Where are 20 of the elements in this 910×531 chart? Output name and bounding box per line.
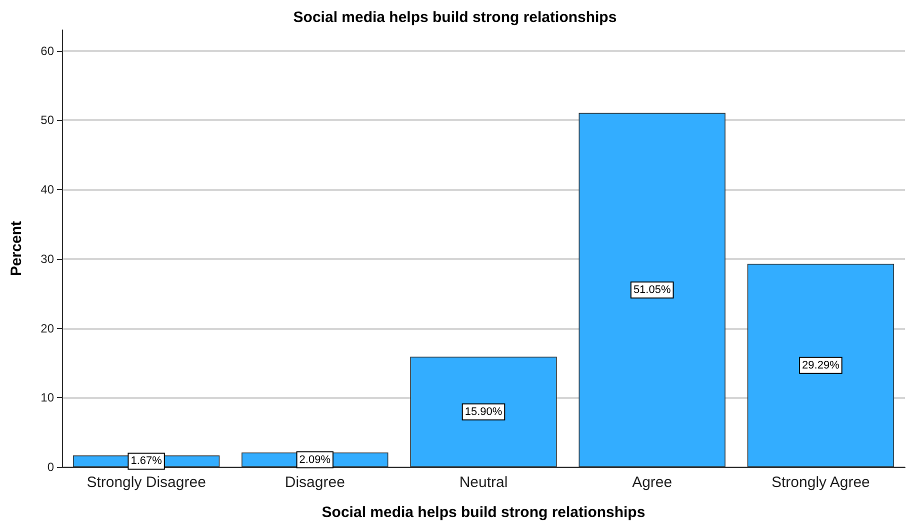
y-tick-label: 30 (40, 252, 54, 266)
x-tick-label: Strongly Agree (771, 474, 870, 491)
x-tick-label: Disagree (284, 474, 345, 491)
data-label: 51.05% (633, 284, 671, 296)
x-tick-label: Strongly Disagree (86, 474, 206, 491)
data-label: 2.09% (299, 454, 331, 466)
y-tick-label: 40 (40, 182, 54, 197)
data-label: 1.67% (130, 455, 162, 468)
data-label: 29.29% (802, 359, 840, 372)
chart-title: Social media helps build strong relationships (293, 9, 617, 26)
data-label: 15.90% (464, 406, 502, 418)
x-tick-label: Agree (632, 474, 672, 491)
x-tick-label: Neutral (459, 474, 508, 491)
y-tick-label: 0 (47, 460, 54, 474)
y-tick-label: 60 (40, 44, 54, 58)
y-tick-label: 10 (40, 390, 54, 405)
y-axis-title: Percent (8, 220, 25, 276)
y-tick-label: 50 (40, 113, 54, 128)
y-tick-label: 20 (40, 321, 54, 336)
x-axis-title: Social media helps build strong relationships (322, 504, 646, 521)
